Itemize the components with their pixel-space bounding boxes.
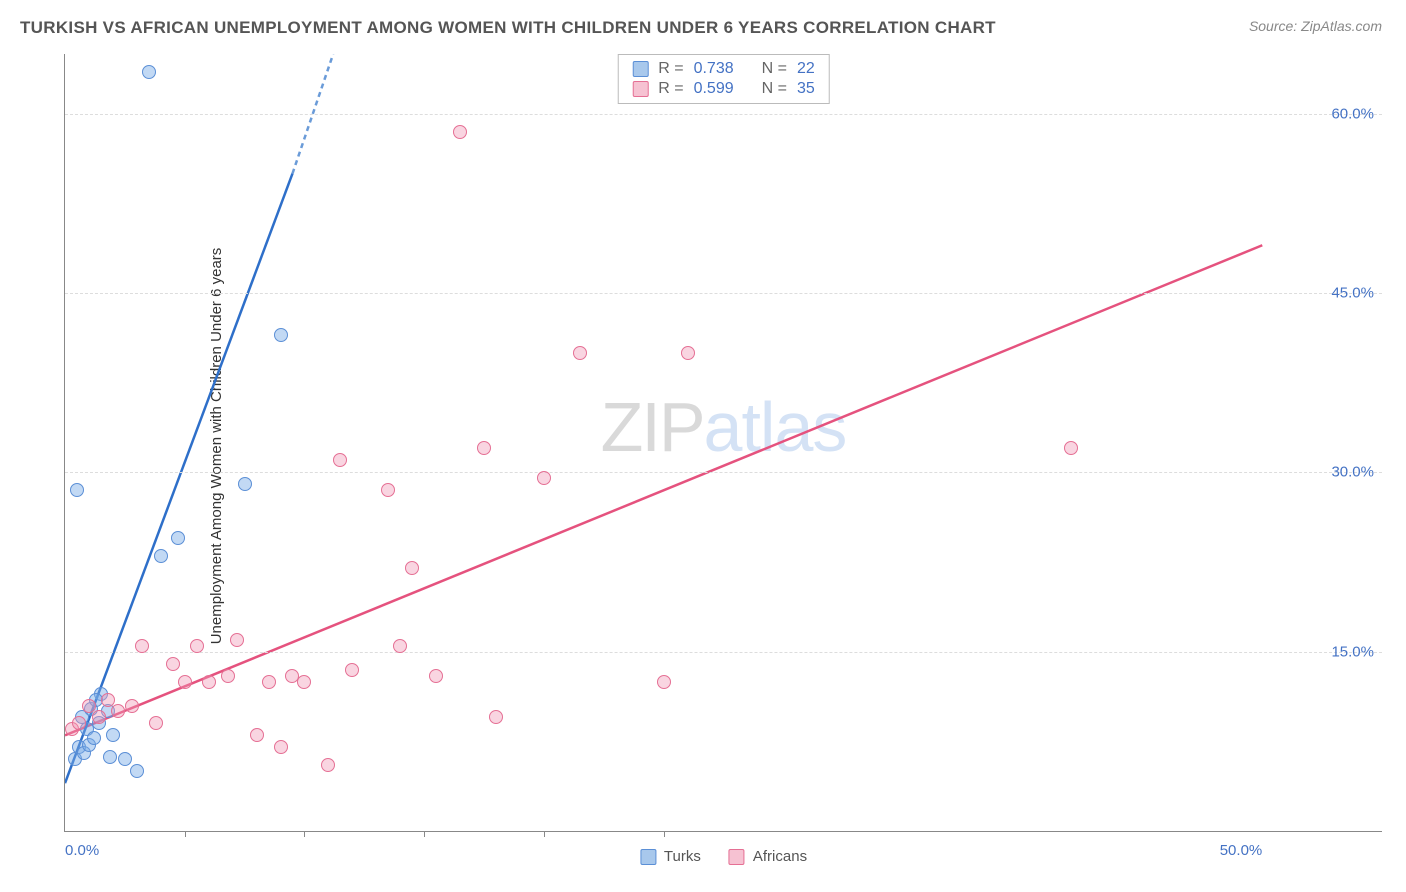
data-point-africans [274,740,288,754]
gridline [65,652,1382,653]
data-point-africans [262,675,276,689]
watermark-part-1: ZIP [601,388,704,466]
data-point-turks [130,764,144,778]
data-point-africans [657,675,671,689]
data-point-turks [106,728,120,742]
data-point-africans [453,125,467,139]
x-tick [544,831,545,837]
data-point-africans [135,639,149,653]
watermark: ZIPatlas [601,387,847,467]
data-point-africans [101,693,115,707]
series-legend: Turks Africans [640,848,807,865]
data-point-africans [345,663,359,677]
data-point-turks [103,750,117,764]
data-point-africans [477,441,491,455]
watermark-part-2: atlas [704,388,847,466]
stats-row-africans: R = 0.599 N = 35 [632,79,815,99]
data-point-africans [405,561,419,575]
data-point-africans [230,633,244,647]
data-point-turks [274,328,288,342]
data-point-africans [429,669,443,683]
data-point-africans [393,639,407,653]
swatch-africans [729,849,745,865]
n-value-turks: 22 [797,60,815,78]
gridline [65,114,1382,115]
data-point-africans [333,453,347,467]
x-tick [304,831,305,837]
r-label: R = [658,80,683,98]
data-point-turks [154,549,168,563]
x-tick-label: 50.0% [1220,842,1263,859]
data-point-africans [82,699,96,713]
data-point-africans [297,675,311,689]
r-value-turks: 0.738 [694,60,734,78]
source-attribution: Source: ZipAtlas.com [1249,18,1382,34]
data-point-africans [489,710,503,724]
r-label: R = [658,60,683,78]
data-point-turks [87,731,101,745]
data-point-africans [537,471,551,485]
data-point-africans [221,669,235,683]
x-tick [424,831,425,837]
data-point-africans [573,346,587,360]
data-point-africans [125,699,139,713]
swatch-africans [632,81,648,97]
swatch-turks [640,849,656,865]
data-point-turks [171,531,185,545]
data-point-turks [118,752,132,766]
data-point-africans [321,758,335,772]
regression-lines-layer [65,54,1382,831]
data-point-africans [72,716,86,730]
data-point-africans [202,675,216,689]
stats-legend: R = 0.738 N = 22 R = 0.599 N = 35 [617,54,830,104]
y-tick-label: 60.0% [1331,105,1374,122]
plot-area: ZIPatlas R = 0.738 N = 22 R = 0.599 N = … [64,54,1382,832]
data-point-africans [92,710,106,724]
data-point-africans [681,346,695,360]
y-tick-label: 30.0% [1331,464,1374,481]
gridline [65,293,1382,294]
legend-item-turks: Turks [640,848,701,865]
y-tick-label: 15.0% [1331,643,1374,660]
x-tick [185,831,186,837]
chart-title: TURKISH VS AFRICAN UNEMPLOYMENT AMONG WO… [20,18,996,38]
data-point-africans [178,675,192,689]
data-point-turks [70,483,84,497]
data-point-africans [166,657,180,671]
data-point-africans [381,483,395,497]
x-tick [664,831,665,837]
x-tick-label: 0.0% [65,842,99,859]
data-point-africans [250,728,264,742]
legend-label-africans: Africans [753,848,807,865]
legend-label-turks: Turks [664,848,701,865]
n-label: N = [762,80,787,98]
gridline [65,472,1382,473]
n-value-africans: 35 [797,80,815,98]
data-point-turks [142,65,156,79]
n-label: N = [762,60,787,78]
y-tick-label: 45.0% [1331,285,1374,302]
data-point-africans [111,704,125,718]
data-point-africans [149,716,163,730]
legend-item-africans: Africans [729,848,807,865]
r-value-africans: 0.599 [694,80,734,98]
data-point-africans [1064,441,1078,455]
swatch-turks [632,61,648,77]
stats-row-turks: R = 0.738 N = 22 [632,59,815,79]
data-point-turks [238,477,252,491]
data-point-africans [190,639,204,653]
